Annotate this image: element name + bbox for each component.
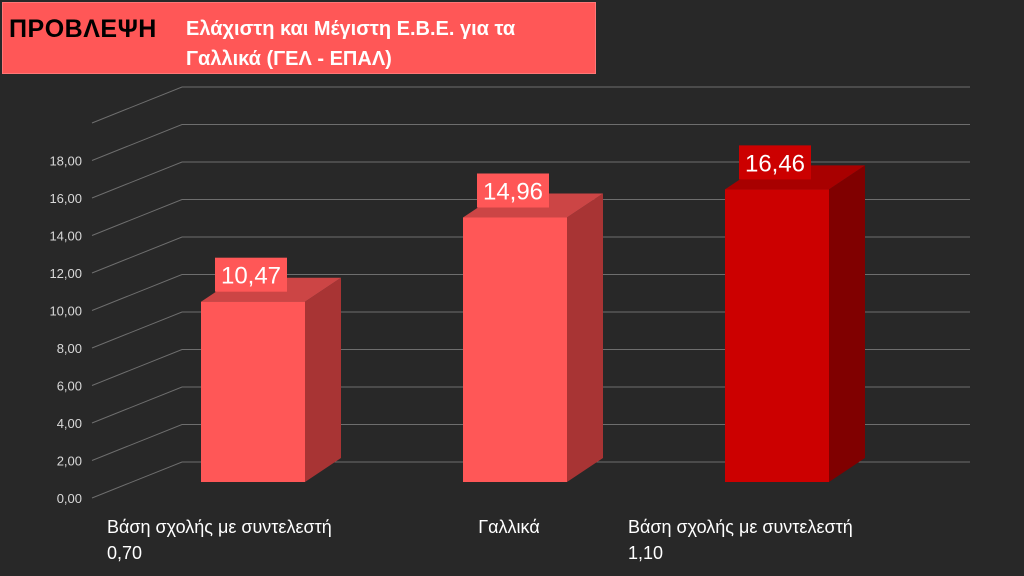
x-category-label: 0,70 (107, 543, 142, 563)
data-label: 10,47 (221, 263, 281, 290)
bar (725, 189, 829, 482)
title-banner: ΠΡΟΒΛΕΨΗ Ελάχιστη και Μέγιστη Ε.Β.Ε. για… (2, 2, 596, 74)
y-tick-label: 4,00 (57, 416, 82, 431)
y-tick-label: 14,00 (49, 229, 82, 244)
data-label-background (215, 257, 287, 292)
x-category-label: 1,10 (628, 543, 663, 563)
gridline (91, 86, 970, 124)
y-tick-label: 18,00 (49, 154, 82, 169)
gridline (91, 349, 970, 386)
title-prediction: ΠΡΟΒΛΕΨΗ (9, 15, 157, 43)
data-label: 16,46 (745, 150, 805, 177)
gridline (91, 386, 970, 424)
y-tick-label: 6,00 (57, 379, 82, 394)
y-tick-label: 16,00 (49, 191, 82, 206)
data-label-background (739, 145, 811, 180)
gridline (91, 236, 970, 274)
x-category-label: Γαλλικά (478, 517, 540, 537)
y-tick-label: 8,00 (57, 341, 82, 356)
x-category-label: Βάση σχολής με συντελεστή (628, 517, 853, 537)
gridline (91, 461, 970, 499)
y-tick-label: 12,00 (49, 266, 82, 281)
y-tick-label: 10,00 (49, 304, 82, 319)
y-tick-label: 2,00 (57, 454, 82, 469)
gridline (91, 274, 970, 311)
y-tick-label: 0,00 (57, 491, 82, 506)
bar (201, 301, 305, 482)
bar (463, 217, 567, 482)
gridline (91, 161, 970, 199)
bar-side (567, 193, 603, 482)
gridline (91, 311, 970, 349)
bar-side (305, 277, 341, 482)
title-line-1: Ελάχιστη και Μέγιστη Ε.Β.Ε. για τα (186, 18, 516, 40)
title-line-2: Γαλλικά (ΓΕΛ - ΕΠΑΛ) (186, 48, 392, 70)
gridline (91, 424, 970, 461)
gridline (91, 199, 970, 236)
x-category-label: Βάση σχολής με συντελεστή (107, 517, 332, 537)
bar-side (829, 165, 865, 482)
gridline (91, 124, 970, 161)
data-label-background (477, 173, 549, 208)
data-label: 14,96 (483, 179, 543, 206)
